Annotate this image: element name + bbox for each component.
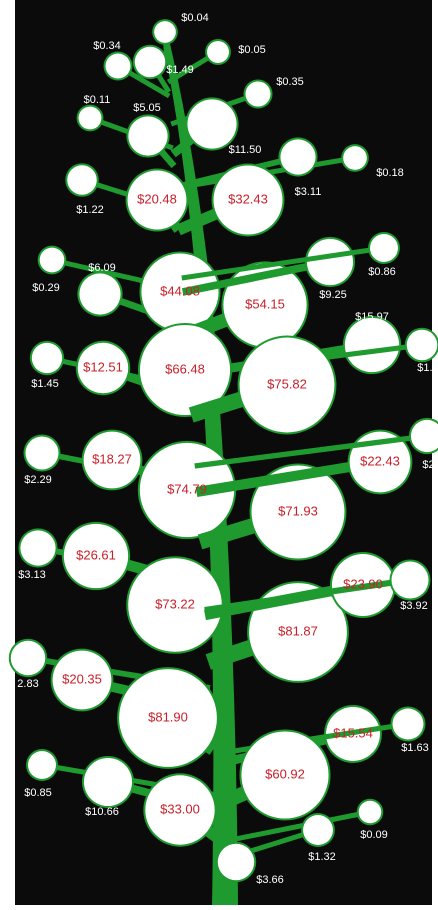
value-label: $73.22 bbox=[155, 596, 195, 611]
value-label: $44.08 bbox=[160, 283, 200, 298]
boll bbox=[303, 815, 333, 845]
boll bbox=[359, 801, 382, 824]
value-label: $81.87 bbox=[278, 623, 318, 638]
boll bbox=[207, 41, 229, 63]
value-label: $10.66 bbox=[85, 806, 119, 818]
boll bbox=[407, 330, 438, 361]
boll bbox=[187, 99, 236, 148]
value-label: $0.85 bbox=[24, 787, 52, 799]
boll bbox=[280, 139, 315, 174]
value-label: $15.97 bbox=[355, 311, 389, 323]
value-label: $0.04 bbox=[181, 12, 209, 24]
value-label: $54.15 bbox=[245, 296, 285, 311]
value-label: $71.93 bbox=[278, 503, 318, 518]
value-label: $33.00 bbox=[160, 801, 200, 816]
value-label: $60.92 bbox=[265, 766, 305, 781]
value-label: $26.61 bbox=[76, 547, 116, 562]
value-label: $18.27 bbox=[92, 451, 132, 466]
boll bbox=[79, 107, 102, 130]
boll bbox=[79, 273, 120, 314]
boll bbox=[391, 561, 428, 598]
value-label: $1.45 bbox=[31, 378, 59, 390]
boll bbox=[20, 530, 55, 565]
boll bbox=[345, 318, 399, 372]
boll bbox=[105, 53, 130, 78]
value-label: $0.11 bbox=[84, 94, 111, 106]
boll bbox=[393, 709, 424, 740]
boll bbox=[343, 146, 367, 170]
value-label: $1.32 bbox=[308, 851, 336, 863]
value-label: $75.82 bbox=[267, 376, 307, 391]
boll bbox=[28, 751, 56, 779]
value-label: $0.86 bbox=[368, 266, 396, 278]
value-label: $1.22 bbox=[76, 204, 104, 216]
value-label: $23.90 bbox=[343, 576, 383, 591]
value-label: $11.50 bbox=[229, 144, 262, 156]
value-label: $1.49 bbox=[166, 64, 194, 76]
value-label: $22.43 bbox=[360, 453, 400, 468]
value-label: $3.13 bbox=[18, 569, 46, 581]
boll bbox=[370, 234, 398, 262]
boll bbox=[40, 248, 65, 273]
value-label: $3.92 bbox=[400, 600, 428, 612]
value-label: $0.05 bbox=[238, 44, 266, 56]
value-label: $66.48 bbox=[165, 361, 205, 376]
value-label: $3.66 bbox=[256, 874, 284, 886]
value-label: $6.09 bbox=[88, 262, 116, 274]
value-label: $2. bbox=[422, 459, 437, 471]
value-label: $9.25 bbox=[319, 289, 347, 301]
value-label: $20.48 bbox=[137, 191, 177, 206]
value-label: $0.34 bbox=[93, 40, 121, 52]
value-label: $0.29 bbox=[32, 282, 60, 294]
boll bbox=[67, 165, 96, 194]
boll bbox=[245, 81, 270, 106]
value-label: $2.29 bbox=[24, 474, 52, 486]
chart: $0.04 $0.34 $1.49 $0.05 $0.35 $0.11 $5.05 $11.5… bbox=[0, 0, 438, 910]
boll bbox=[135, 47, 165, 77]
value-label: $20.35 bbox=[62, 671, 102, 686]
value-label: $0.35 bbox=[276, 76, 304, 88]
boll bbox=[307, 239, 353, 285]
value-label: $5.05 bbox=[133, 102, 161, 114]
value-label: $0.09 bbox=[360, 829, 388, 841]
value-label: $1.63 bbox=[401, 742, 429, 754]
value-label: $74.79 bbox=[167, 481, 207, 496]
value-label: $1.5 bbox=[417, 362, 438, 374]
value-label: $12.51 bbox=[83, 359, 123, 374]
boll bbox=[128, 116, 167, 155]
value-label: $81.90 bbox=[148, 709, 188, 724]
value-label: 2.83 bbox=[17, 678, 38, 690]
value-label: $15.54 bbox=[333, 725, 373, 740]
boll bbox=[218, 844, 254, 880]
boll bbox=[154, 21, 176, 43]
boll bbox=[84, 758, 132, 806]
boll bbox=[11, 641, 45, 675]
boll bbox=[32, 343, 62, 373]
value-label: $0.18 bbox=[376, 167, 404, 179]
value-label: $32.43 bbox=[228, 191, 268, 206]
boll bbox=[25, 436, 58, 469]
value-label: $3.11 bbox=[295, 186, 322, 198]
